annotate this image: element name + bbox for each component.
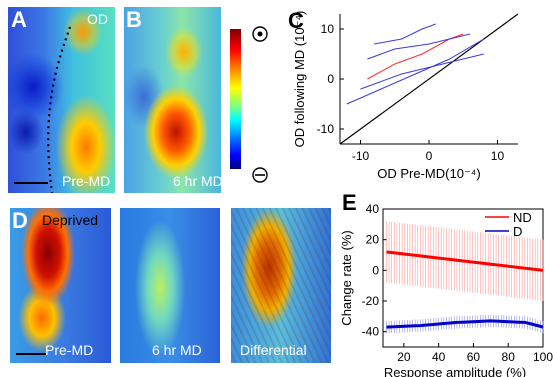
series-line [367,33,471,60]
legend-label: D [513,224,522,239]
panel-b-letter: B [126,7,142,32]
y-axis-label: Change rate (%) [339,230,354,325]
y-tick-label: 0 [372,263,379,277]
y-tick-label: -40 [362,325,380,339]
panel-b-heatmap [124,7,221,193]
y-tick-label: 20 [366,233,380,247]
panel-a-border-line [14,26,72,193]
colorbar-symbols [252,26,268,183]
legend-label: ND [513,210,532,225]
x-axis-label: Response amplitude (%) [384,365,526,377]
y-tick-label: -20 [362,294,380,308]
panel-a-premd-label: Pre-MD [62,173,111,189]
panel-d-differential-label: Differential [240,342,307,358]
colorbar [230,29,241,169]
x-axis-label: OD Pre-MD(10⁻⁴) [377,166,480,181]
x-tick-label: 40 [432,350,446,364]
panel-d-deprived-label: Deprived [42,212,99,228]
x-tick-label: 100 [533,350,553,364]
y-tick-label: 40 [366,202,380,216]
panel-d-differential-heatmap [231,208,331,363]
y-tick-label: -10 [317,122,335,136]
panel-e-letter: E [342,190,357,215]
panel-d-deprived-heatmap [10,208,111,363]
x-tick-label: 60 [467,350,481,364]
series-line [374,23,437,45]
series-line [367,33,464,80]
y-tick-label: 10 [321,22,335,36]
y-tick-label: 0 [327,72,334,86]
x-tick-label: 0 [426,149,433,163]
y-axis-label: OD following MD (10⁻⁴) [292,11,307,148]
x-tick-label: 10 [491,149,505,163]
series-line [360,53,484,90]
panel-d-premd-label: Pre-MD [45,342,94,358]
panel-a-letter: A [11,7,27,32]
series-line [386,319,544,329]
series-line [346,38,485,105]
panel-a-od-label: OD [87,11,108,27]
panel-e-chart: 20 40 60 80 100 -40 -20 0 20 40 NDD Response amplit… [339,202,553,377]
panel-c-chart: -10 0 10 -10 0 10 OD Pre-MD(10⁻⁴) OD following … [292,11,519,181]
x-tick-label: -10 [352,149,370,163]
panel-a-heatmap [8,7,115,193]
panel-d-6hr-heatmap [120,208,220,363]
panel-b-label: 6 hr MD [173,173,223,189]
x-tick-label: 80 [502,350,516,364]
panel-d-letter: D [12,208,28,233]
series-line [386,250,544,272]
panel-c-letter: C [288,8,304,33]
series-line [339,13,519,145]
x-tick-label: 20 [397,350,411,364]
panel-d-6hr-label: 6 hr MD [152,342,202,358]
